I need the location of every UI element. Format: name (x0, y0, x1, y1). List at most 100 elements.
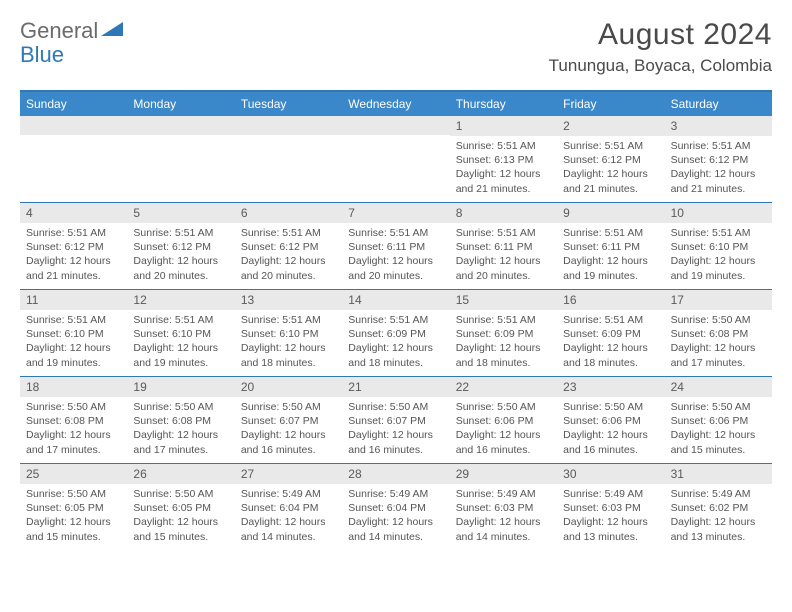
day-cell: 17Sunrise: 5:50 AMSunset: 6:08 PMDayligh… (665, 290, 772, 376)
day-cell: 26Sunrise: 5:50 AMSunset: 6:05 PMDayligh… (127, 464, 234, 550)
daylight-line1: Daylight: 12 hours (26, 428, 121, 442)
day-cell: 20Sunrise: 5:50 AMSunset: 6:07 PMDayligh… (235, 377, 342, 463)
sunset-text: Sunset: 6:03 PM (456, 501, 551, 515)
sunrise-text: Sunrise: 5:49 AM (348, 487, 443, 501)
sunrise-text: Sunrise: 5:51 AM (26, 226, 121, 240)
sunrise-text: Sunrise: 5:49 AM (563, 487, 658, 501)
title-block: August 2024 Tunungua, Boyaca, Colombia (549, 18, 772, 76)
sunrise-text: Sunrise: 5:51 AM (133, 313, 228, 327)
daylight-line2: and 19 minutes. (671, 269, 766, 283)
sunrise-text: Sunrise: 5:51 AM (456, 139, 551, 153)
daylight-line2: and 21 minutes. (26, 269, 121, 283)
daylight-line2: and 20 minutes. (133, 269, 228, 283)
day-number-blank (235, 116, 342, 135)
daylight-line1: Daylight: 12 hours (133, 515, 228, 529)
daylight-line1: Daylight: 12 hours (671, 254, 766, 268)
day-cell: 24Sunrise: 5:50 AMSunset: 6:06 PMDayligh… (665, 377, 772, 463)
week-row: 1Sunrise: 5:51 AMSunset: 6:13 PMDaylight… (20, 116, 772, 202)
day-cell: 23Sunrise: 5:50 AMSunset: 6:06 PMDayligh… (557, 377, 664, 463)
day-cell (342, 116, 449, 202)
day-cell: 21Sunrise: 5:50 AMSunset: 6:07 PMDayligh… (342, 377, 449, 463)
daylight-line1: Daylight: 12 hours (456, 428, 551, 442)
week-row: 11Sunrise: 5:51 AMSunset: 6:10 PMDayligh… (20, 289, 772, 376)
sunset-text: Sunset: 6:09 PM (456, 327, 551, 341)
calendar: Sunday Monday Tuesday Wednesday Thursday… (20, 90, 772, 550)
daylight-line2: and 21 minutes. (671, 182, 766, 196)
day-cell: 25Sunrise: 5:50 AMSunset: 6:05 PMDayligh… (20, 464, 127, 550)
day-body: Sunrise: 5:49 AMSunset: 6:02 PMDaylight:… (665, 484, 772, 550)
sunset-text: Sunset: 6:11 PM (348, 240, 443, 254)
sunrise-text: Sunrise: 5:51 AM (133, 226, 228, 240)
day-cell: 14Sunrise: 5:51 AMSunset: 6:09 PMDayligh… (342, 290, 449, 376)
daylight-line1: Daylight: 12 hours (133, 428, 228, 442)
daylight-line1: Daylight: 12 hours (671, 341, 766, 355)
sunset-text: Sunset: 6:10 PM (671, 240, 766, 254)
day-number: 27 (235, 464, 342, 484)
day-cell: 4Sunrise: 5:51 AMSunset: 6:12 PMDaylight… (20, 203, 127, 289)
sunset-text: Sunset: 6:12 PM (671, 153, 766, 167)
daylight-line1: Daylight: 12 hours (133, 341, 228, 355)
day-number: 15 (450, 290, 557, 310)
day-number: 1 (450, 116, 557, 136)
day-cell: 7Sunrise: 5:51 AMSunset: 6:11 PMDaylight… (342, 203, 449, 289)
weeks-container: 1Sunrise: 5:51 AMSunset: 6:13 PMDaylight… (20, 116, 772, 550)
sunset-text: Sunset: 6:09 PM (563, 327, 658, 341)
sunset-text: Sunset: 6:06 PM (563, 414, 658, 428)
sunrise-text: Sunrise: 5:51 AM (563, 313, 658, 327)
sunrise-text: Sunrise: 5:50 AM (26, 400, 121, 414)
daylight-line2: and 20 minutes. (348, 269, 443, 283)
day-number: 3 (665, 116, 772, 136)
day-body: Sunrise: 5:50 AMSunset: 6:08 PMDaylight:… (127, 397, 234, 463)
day-body: Sunrise: 5:50 AMSunset: 6:08 PMDaylight:… (665, 310, 772, 376)
day-number: 5 (127, 203, 234, 223)
daylight-line2: and 16 minutes. (241, 443, 336, 457)
day-number: 17 (665, 290, 772, 310)
day-number: 14 (342, 290, 449, 310)
logo-text-blue: Blue (20, 42, 64, 67)
daylight-line1: Daylight: 12 hours (241, 428, 336, 442)
daylight-line2: and 15 minutes. (671, 443, 766, 457)
week-row: 25Sunrise: 5:50 AMSunset: 6:05 PMDayligh… (20, 463, 772, 550)
day-body: Sunrise: 5:51 AMSunset: 6:11 PMDaylight:… (342, 223, 449, 289)
title-location: Tunungua, Boyaca, Colombia (549, 56, 772, 76)
sunset-text: Sunset: 6:12 PM (241, 240, 336, 254)
sunset-text: Sunset: 6:10 PM (241, 327, 336, 341)
sunset-text: Sunset: 6:10 PM (133, 327, 228, 341)
daylight-line1: Daylight: 12 hours (133, 254, 228, 268)
day-number-blank (342, 116, 449, 135)
daylight-line1: Daylight: 12 hours (26, 341, 121, 355)
day-cell: 18Sunrise: 5:50 AMSunset: 6:08 PMDayligh… (20, 377, 127, 463)
day-body: Sunrise: 5:49 AMSunset: 6:04 PMDaylight:… (342, 484, 449, 550)
sunset-text: Sunset: 6:08 PM (671, 327, 766, 341)
sunset-text: Sunset: 6:11 PM (456, 240, 551, 254)
sunset-text: Sunset: 6:05 PM (26, 501, 121, 515)
day-number: 19 (127, 377, 234, 397)
day-cell: 15Sunrise: 5:51 AMSunset: 6:09 PMDayligh… (450, 290, 557, 376)
day-number: 16 (557, 290, 664, 310)
daylight-line2: and 14 minutes. (456, 530, 551, 544)
day-cell: 30Sunrise: 5:49 AMSunset: 6:03 PMDayligh… (557, 464, 664, 550)
day-number: 26 (127, 464, 234, 484)
sunrise-text: Sunrise: 5:50 AM (671, 400, 766, 414)
daylight-line2: and 14 minutes. (348, 530, 443, 544)
sunrise-text: Sunrise: 5:51 AM (26, 313, 121, 327)
daylight-line1: Daylight: 12 hours (563, 254, 658, 268)
week-row: 18Sunrise: 5:50 AMSunset: 6:08 PMDayligh… (20, 376, 772, 463)
day-number: 28 (342, 464, 449, 484)
day-number: 23 (557, 377, 664, 397)
daylight-line1: Daylight: 12 hours (348, 341, 443, 355)
day-body: Sunrise: 5:50 AMSunset: 6:06 PMDaylight:… (665, 397, 772, 463)
sunrise-text: Sunrise: 5:50 AM (671, 313, 766, 327)
day-cell: 3Sunrise: 5:51 AMSunset: 6:12 PMDaylight… (665, 116, 772, 202)
day-body: Sunrise: 5:50 AMSunset: 6:07 PMDaylight:… (235, 397, 342, 463)
daylight-line2: and 17 minutes. (26, 443, 121, 457)
day-body: Sunrise: 5:51 AMSunset: 6:11 PMDaylight:… (450, 223, 557, 289)
sunrise-text: Sunrise: 5:51 AM (348, 313, 443, 327)
day-number: 4 (20, 203, 127, 223)
day-body: Sunrise: 5:50 AMSunset: 6:06 PMDaylight:… (450, 397, 557, 463)
sunrise-text: Sunrise: 5:50 AM (348, 400, 443, 414)
sunset-text: Sunset: 6:12 PM (133, 240, 228, 254)
daylight-line1: Daylight: 12 hours (563, 515, 658, 529)
day-number: 25 (20, 464, 127, 484)
day-number: 6 (235, 203, 342, 223)
